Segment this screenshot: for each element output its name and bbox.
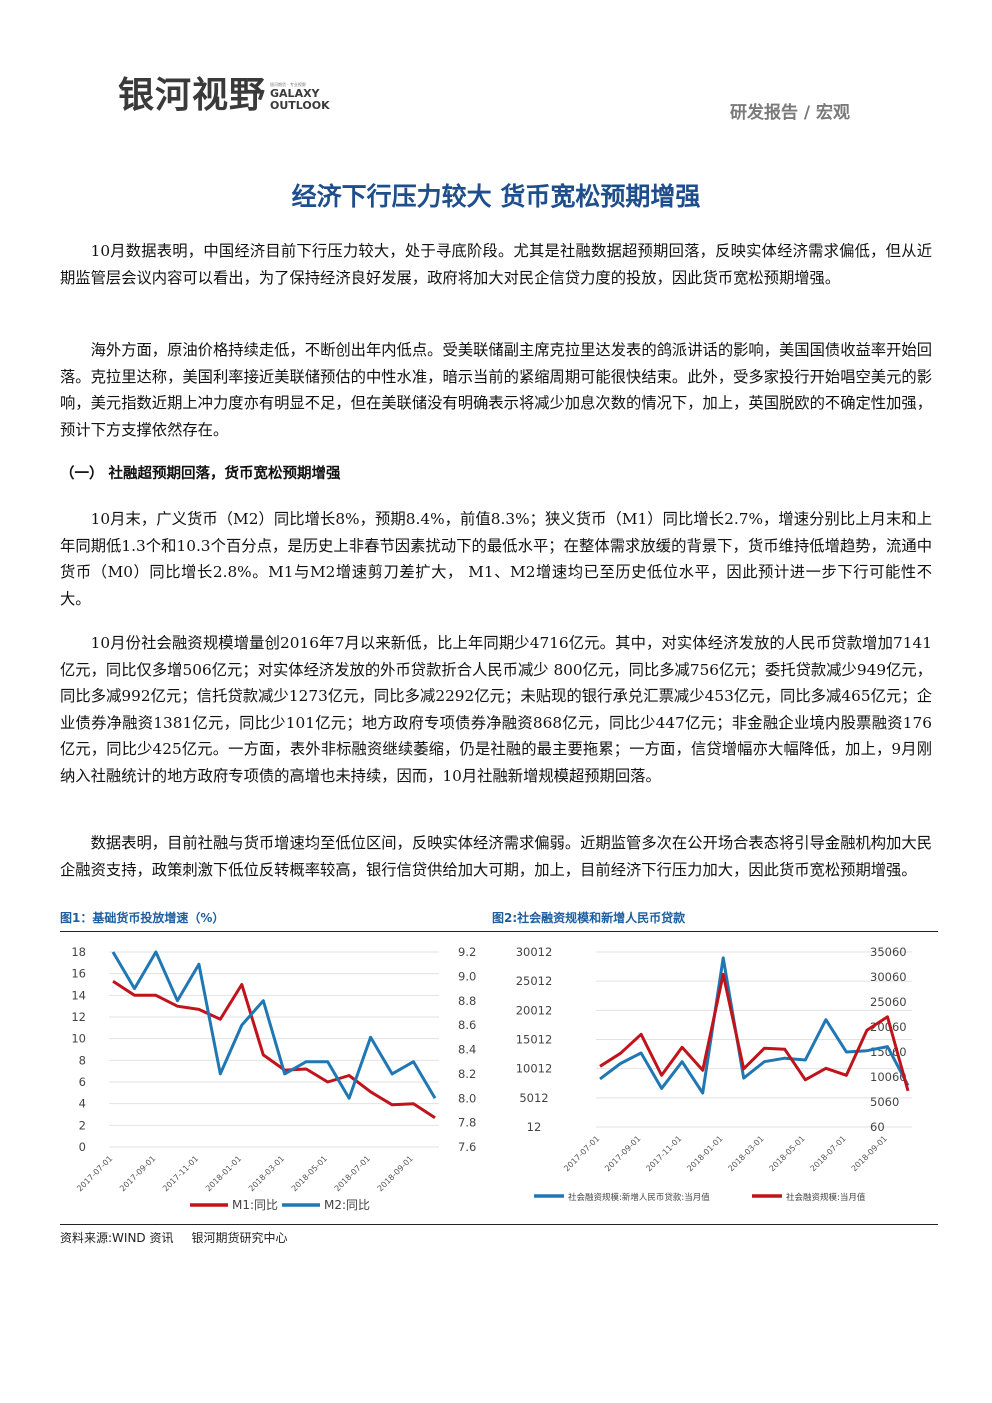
paragraph-3: 10月末，广义货币（M2）同比增长8%，预期8.4%，前值8.3%；狭义货币（M… (60, 510, 932, 608)
y-left-tick-label: 16 (71, 967, 86, 981)
y-left-tick-label: 12 (71, 1010, 86, 1024)
y-left-tick-label: 2 (79, 1118, 86, 1132)
x-tick-label: 2018-03-01 (726, 1134, 765, 1173)
x-tick-label: 2018-09-01 (376, 1154, 415, 1193)
x-tick-label: 2017-07-01 (562, 1134, 601, 1173)
y-left-tick-label: 0 (79, 1140, 86, 1154)
series-line (112, 980, 436, 1120)
y-left-tick-label: 30012 (516, 945, 553, 959)
y-left-tick-label: 10 (71, 1032, 86, 1046)
y-left-tick-label: 4 (79, 1097, 86, 1111)
x-tick-label: 2018-05-01 (768, 1134, 807, 1173)
page-title: 经济下行压力较大 货币宽松预期增强 (291, 182, 701, 211)
x-tick-label: 2018-03-01 (247, 1154, 286, 1193)
y-right-tick-label: 60 (870, 1120, 885, 1134)
y-left-tick-label: 8 (79, 1053, 86, 1067)
source-note: 资料来源:WIND 资讯 银河期货研究中心 (60, 1229, 288, 1246)
legend-label: 社会融资规模:当月值 (786, 1192, 866, 1203)
y-left-tick-label: 6 (79, 1075, 86, 1089)
x-tick-label: 2018-01-01 (685, 1134, 724, 1173)
y-right-tick-label: 8.8 (458, 994, 476, 1008)
source-org: 银河期货研究中心 (191, 1231, 288, 1245)
logo-en: 银河期货 · 专业视野 GALAXY OUTLOOK (270, 82, 330, 116)
y-right-tick-label: 8.2 (458, 1067, 476, 1081)
x-tick-label: 2018-09-01 (850, 1134, 889, 1173)
y-left-tick-label: 18 (71, 945, 86, 959)
charts-panel: 0 2 4 6 8 10 12 14 16 18 7.6 7.8 8.0 8.2 8.4 8.6 8.8 9.0 9… (60, 931, 938, 1225)
series-line (599, 972, 910, 1092)
paragraph-4: 10月份社会融资规模增量创2016年7月以来新低，比上年同期少4716亿元。其中… (60, 634, 932, 785)
report-category: 研发报告 / 宏观 (729, 103, 850, 123)
section-heading: （一） 社融超预期回落，货币宽松预期增强 (60, 466, 341, 482)
paragraph-5: 数据表明，目前社融与货币增速均至低位区间，反映实体经济需求偏弱。近期监管多次在公… (60, 834, 932, 879)
logo-cn: 银河视野 (118, 75, 267, 116)
x-tick-label: 2017-07-01 (75, 1154, 114, 1193)
logo-tagline: 银河期货 · 专业视野 (270, 82, 306, 87)
x-tick-label: 2018-01-01 (204, 1154, 243, 1193)
source-label: 资料来源:WIND 资讯 (60, 1231, 174, 1245)
legend-label: M1:同比 (232, 1198, 278, 1212)
chart-money-supply: 0 2 4 6 8 10 12 14 16 18 7.6 7.8 8.0 8.2 8.4 8.6 8.8 9.0 9… (71, 945, 476, 1212)
legend-label: M2:同比 (324, 1198, 370, 1212)
y-right-tick-label: 9.2 (458, 945, 476, 959)
y-right-tick-label: 8.6 (458, 1018, 476, 1032)
legend-label: 社会融资规模:新增人民币贷款:当月值 (568, 1192, 710, 1203)
x-tick-label: 2017-09-01 (118, 1154, 157, 1193)
y-right-tick-label: 35060 (870, 945, 907, 959)
logo: 银河视野 银河期货 · 专业视野 GALAXY OUTLOOK (118, 76, 330, 116)
y-right-tick-label: 8.4 (458, 1043, 476, 1057)
y-right-tick-label: 10060 (870, 1070, 907, 1084)
y-left-tick-label: 10012 (516, 1062, 553, 1076)
paragraph-1: 10月数据表明，中国经济目前下行压力较大，处于寻底阶段。尤其是社融数据超预期回落… (60, 242, 932, 287)
y-left-tick-label: 12 (527, 1120, 542, 1134)
y-left-tick-label: 5012 (519, 1091, 548, 1105)
figure-2-caption: 图2:社会融资规模和新增人民币贷款 (492, 911, 686, 925)
x-tick-label: 2017-11-01 (644, 1134, 683, 1173)
y-left-tick-label: 20012 (516, 1003, 553, 1017)
x-tick-label: 2018-07-01 (333, 1154, 372, 1193)
x-tick-label: 2018-07-01 (809, 1134, 848, 1173)
logo-en-line2: OUTLOOK (270, 99, 330, 112)
y-right-tick-label: 5060 (870, 1095, 899, 1109)
series-line (599, 956, 910, 1095)
figure-1-caption: 图1：基础货币投放增速（%） (60, 911, 225, 925)
logo-en-line1: GALAXY (270, 87, 320, 100)
y-left-tick-label: 15012 (516, 1033, 553, 1047)
paragraph-2: 海外方面，原油价格持续走低，不断创出年内低点。受美联储副主席克拉里达发表的鸽派讲… (60, 341, 932, 439)
x-tick-label: 2017-11-01 (161, 1154, 200, 1193)
y-right-tick-label: 7.8 (458, 1116, 476, 1130)
y-left-tick-label: 25012 (516, 974, 553, 988)
y-right-tick-label: 25060 (870, 995, 907, 1009)
series-line (111, 950, 437, 1100)
y-right-tick-label: 8.0 (458, 1091, 476, 1105)
y-right-tick-label: 7.6 (458, 1140, 476, 1154)
chart-social-financing: 12 5012 10012 15012 20012 25012 30012 60 5060 100… (516, 945, 912, 1203)
x-tick-label: 2017-09-01 (603, 1134, 642, 1173)
x-tick-label: 2018-05-01 (290, 1154, 329, 1193)
y-right-tick-label: 30060 (870, 970, 907, 984)
y-left-tick-label: 14 (71, 988, 86, 1002)
y-right-tick-label: 9.0 (458, 969, 476, 983)
